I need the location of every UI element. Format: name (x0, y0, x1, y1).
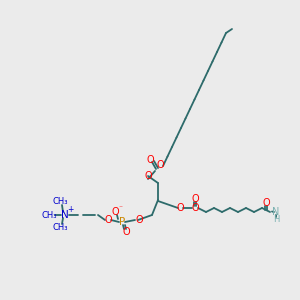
Text: H: H (273, 215, 279, 224)
Text: O: O (191, 194, 199, 204)
Text: ⁻: ⁻ (118, 203, 122, 212)
Text: CH₃: CH₃ (52, 223, 68, 232)
Text: P: P (119, 217, 125, 227)
Text: +: + (67, 206, 73, 214)
Text: O: O (111, 207, 119, 217)
Text: O: O (135, 215, 143, 225)
Text: O: O (262, 198, 270, 208)
Text: N: N (272, 207, 280, 217)
Text: O: O (191, 203, 199, 213)
Text: N: N (61, 210, 69, 220)
Text: O: O (144, 171, 152, 181)
Text: O: O (176, 203, 184, 213)
Text: O: O (122, 227, 130, 237)
Text: CH₃: CH₃ (52, 196, 68, 206)
Text: CH₃: CH₃ (41, 211, 57, 220)
Text: O: O (146, 155, 154, 165)
Text: O: O (156, 160, 164, 170)
Text: O: O (104, 215, 112, 225)
